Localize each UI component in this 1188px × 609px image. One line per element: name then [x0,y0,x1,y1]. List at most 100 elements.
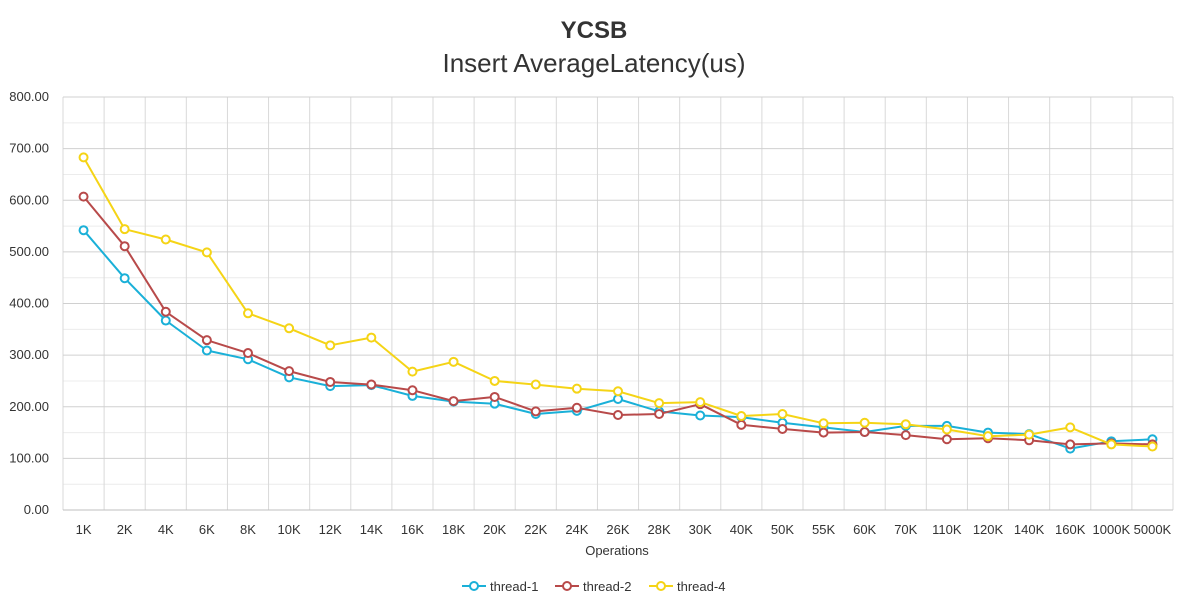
data-point [571,383,582,394]
x-tick-label: 4K [158,522,174,537]
data-point [941,424,952,435]
x-tick-label: 16K [401,522,424,537]
x-tick-label: 6K [199,522,215,537]
legend-label: thread-1 [490,579,538,594]
data-point [695,410,706,421]
series-thread-2 [78,191,1158,450]
y-tick-label: 400.00 [9,296,49,311]
y-tick-label: 600.00 [9,192,49,207]
data-point [119,241,130,252]
x-tick-label: 24K [565,522,588,537]
data-point [736,411,747,422]
data-point [78,191,89,202]
data-point [119,273,130,284]
x-axis-ticks: 1K 2K 4K 6K 8K 10K 12K 14K 16K 18K 20K 22K 24K 26K 28K… [76,522,1172,537]
x-tick-label: 110K [932,522,962,537]
data-point [571,402,582,413]
data-point [736,419,747,430]
x-axis-label: Operations [585,543,649,558]
x-tick-label: 10K [278,522,301,537]
data-point [366,379,377,390]
data-point [78,225,89,236]
data-point [407,385,418,396]
data-point [284,323,295,334]
legend-item-thread-1[interactable]: thread-1 [462,579,538,594]
y-tick-label: 800.00 [9,89,49,104]
legend[interactable]: thread-1 thread-2 thread-4 [462,579,725,594]
data-point [325,376,336,387]
data-point [448,396,459,407]
x-tick-label: 12K [319,522,342,537]
x-tick-label: 60K [853,522,876,537]
data-point [613,386,623,397]
data-point [1065,422,1076,433]
legend-swatch-marker [562,581,572,591]
y-tick-label: 200.00 [9,399,49,414]
data-point [243,348,253,359]
y-tick-label: 300.00 [9,347,49,362]
x-tick-label: 28K [648,522,671,537]
data-point [407,366,418,377]
data-point [530,379,541,390]
data-point [900,430,911,441]
data-point [489,391,500,402]
x-tick-label: 1000K [1093,522,1131,537]
x-tick-label: 50K [771,522,794,537]
data-point [613,410,623,421]
data-point [201,345,212,356]
y-tick-label: 500.00 [9,244,49,259]
grid-lines [62,96,1174,511]
x-tick-label: 160K [1055,522,1086,537]
data-point [654,398,665,409]
x-tick-label: 5000K [1134,522,1172,537]
x-tick-label: 40K [730,522,753,537]
legend-label: thread-2 [583,579,631,594]
data-point [201,335,212,346]
x-tick-label: 20K [483,522,506,537]
data-point [325,340,336,351]
x-tick-label: 120K [973,522,1004,537]
data-point [160,306,171,317]
x-tick-label: 140K [1014,522,1045,537]
data-point [777,423,788,434]
data-point [818,427,829,438]
data-point [243,308,253,319]
data-point [78,152,89,163]
data-point [448,356,459,367]
data-point [366,332,377,343]
legend-swatch-marker [469,581,479,591]
x-tick-label: 26K [606,522,629,537]
x-tick-label: 55K [812,522,835,537]
chart-subtitle: Insert AverageLatency(us) [442,48,745,78]
y-tick-label: 100.00 [9,450,49,465]
y-tick-label: 0.00 [24,502,49,517]
y-axis-ticks: 0.00 100.00 200.00 300.00 400.00 500.00 600.00… [9,89,49,517]
legend-swatch-marker [656,581,666,591]
data-point [160,234,171,245]
x-tick-label: 70K [894,522,917,537]
data-point [859,417,870,428]
x-tick-label: 2K [117,522,133,537]
data-point [859,427,870,438]
series-lines [78,152,1158,454]
data-point [1106,439,1117,450]
x-tick-label: 1K [76,522,92,537]
data-point [160,315,171,326]
legend-label: thread-4 [677,579,725,594]
data-point [983,431,993,442]
data-point [201,247,212,258]
data-point [941,434,952,445]
x-tick-label: 14K [360,522,383,537]
data-point [530,406,541,417]
data-point [777,408,788,419]
x-tick-label: 22K [524,522,547,537]
legend-item-thread-4[interactable]: thread-4 [649,579,725,594]
x-tick-label: 18K [442,522,465,537]
data-point [1147,441,1158,452]
data-point [654,408,665,419]
data-point [284,366,295,377]
data-point [900,419,911,430]
legend-item-thread-2[interactable]: thread-2 [555,579,631,594]
